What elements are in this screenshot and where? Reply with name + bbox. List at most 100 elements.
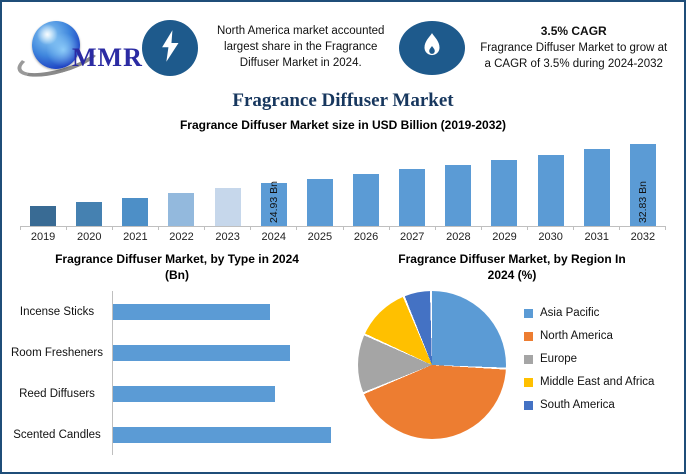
mmr-logo: MMR <box>13 17 142 85</box>
legend-item-south-america: South America <box>524 399 654 411</box>
column-slot-2029 <box>481 138 527 226</box>
type-label: Reed Diffusers <box>19 387 95 400</box>
legend-item-north-america: North America <box>524 330 654 342</box>
year-label-2027: 2027 <box>399 231 425 243</box>
year-label-2020: 2020 <box>76 231 102 243</box>
lightning-icon <box>155 29 185 68</box>
column-chart-plot: 24.93 Bn 32.83 Bn <box>20 138 666 226</box>
legend-marker <box>524 354 533 364</box>
header-cagr-block: 3.5% CAGR Fragrance Diffuser Market to g… <box>477 23 670 72</box>
legend-label: Asia Pacific <box>540 307 600 320</box>
bar-2024 <box>260 182 287 226</box>
year-label-2021: 2021 <box>123 231 148 243</box>
bar-2030 <box>537 154 564 226</box>
region-legend: Asia Pacific North America Europe Middle Ea… <box>524 307 654 422</box>
year-label-2031: 2031 <box>584 231 609 243</box>
axis-tick <box>390 227 436 230</box>
year-label-2026: 2026 <box>353 231 379 243</box>
type-row-incense-sticks: Incense Sticks <box>8 291 346 333</box>
type-row-reed-diffusers: Reed Diffusers <box>8 373 346 415</box>
market-size-chart: Fragrance Diffuser Market size in USD Bi… <box>20 118 667 243</box>
column-slot-2032: 32.83 Bn <box>620 138 666 226</box>
column-slot-2020 <box>66 138 112 226</box>
legend-label: South America <box>540 399 615 412</box>
bar-2029 <box>491 159 518 226</box>
year-label-2022: 2022 <box>169 231 194 243</box>
bar-value-label-2032: 32.83 Bn <box>636 180 649 223</box>
axis-tick <box>205 227 252 230</box>
year-label-2024: 2024 <box>261 231 287 243</box>
bar-value-label-2024: 24.93 Bn <box>267 180 280 223</box>
type-row-scented-candles: Scented Candles <box>8 414 346 456</box>
legend-label: Middle East and Africa <box>540 376 655 389</box>
column-slot-2031 <box>574 138 620 226</box>
bar-2032 <box>629 143 656 226</box>
column-chart-ticks <box>20 226 667 230</box>
type-track <box>112 291 346 333</box>
axis-tick <box>620 227 667 230</box>
header: MMR North America market accounted large… <box>2 2 684 88</box>
bar-2023 <box>214 187 241 226</box>
bar-2028 <box>445 164 472 226</box>
type-bar <box>113 344 291 361</box>
header-highlight-text: North America market accounted largest s… <box>216 25 385 69</box>
bar-2031 <box>583 149 610 226</box>
column-slot-2024: 24.93 Bn <box>251 138 297 226</box>
bar-2022 <box>168 192 195 226</box>
region-pie <box>358 291 506 440</box>
legend-label: North America <box>540 330 613 343</box>
axis-tick <box>159 227 206 230</box>
bar-2021 <box>122 197 149 226</box>
page-title: Fragrance Diffuser Market <box>232 90 454 111</box>
axis-tick <box>528 227 574 230</box>
year-label-2019: 2019 <box>30 231 56 243</box>
axis-tick <box>251 227 298 230</box>
legend-label: Europe <box>540 353 578 366</box>
column-slot-2022 <box>158 138 204 226</box>
legend-marker <box>524 331 533 341</box>
bar-2026 <box>353 174 380 226</box>
bar-2027 <box>399 169 426 226</box>
column-chart-axis: 2019 2020 2021 2022 2023 2024 2025 2026 2027 2028… <box>20 231 666 243</box>
column-slot-2028 <box>435 138 481 226</box>
bar-2019 <box>30 206 57 226</box>
type-track <box>112 332 346 374</box>
type-chart: Fragrance Diffuser Market, by Type in 20… <box>2 251 346 456</box>
logo-text: MMR <box>72 43 143 72</box>
axis-tick <box>21 227 68 230</box>
flame-icon <box>419 31 445 66</box>
axis-tick <box>574 227 621 230</box>
type-chart-title: Fragrance Diffuser Market, by Type in 20… <box>55 252 299 283</box>
axis-tick <box>344 227 390 230</box>
cagr-title: 3.5% CAGR <box>540 24 607 39</box>
type-label: Incense Sticks <box>19 305 95 318</box>
type-label: Scented Candles <box>13 428 101 441</box>
column-slot-2023 <box>205 138 251 226</box>
type-label: Room Fresheners <box>10 346 104 359</box>
market-size-chart-title: Fragrance Diffuser Market size in USD Bi… <box>179 118 507 132</box>
year-label-2023: 2023 <box>215 231 240 243</box>
legend-marker <box>524 377 533 387</box>
bar-2020 <box>76 201 103 226</box>
year-label-2028: 2028 <box>446 231 471 243</box>
cagr-text: Fragrance Diffuser Market to grow at a C… <box>480 41 668 70</box>
axis-tick <box>297 227 344 230</box>
column-slot-2026 <box>343 138 389 226</box>
type-bar <box>113 426 331 443</box>
type-bar <box>113 303 271 320</box>
flame-badge <box>399 21 466 75</box>
legend-item-middle-east-and-africa: Middle East and Africa <box>524 376 654 388</box>
region-chart-title: Fragrance Diffuser Market, by Region In … <box>398 252 626 283</box>
column-slot-2025 <box>297 138 343 226</box>
column-slot-2021 <box>112 138 158 226</box>
axis-tick <box>482 227 528 230</box>
year-label-2029: 2029 <box>492 231 517 243</box>
type-bar <box>113 385 276 402</box>
axis-tick <box>113 227 160 230</box>
axis-tick <box>67 227 114 230</box>
region-chart: Fragrance Diffuser Market, by Region In … <box>346 251 684 455</box>
year-label-2030: 2030 <box>538 231 563 243</box>
axis-tick <box>436 227 482 230</box>
lightning-badge <box>142 20 198 76</box>
